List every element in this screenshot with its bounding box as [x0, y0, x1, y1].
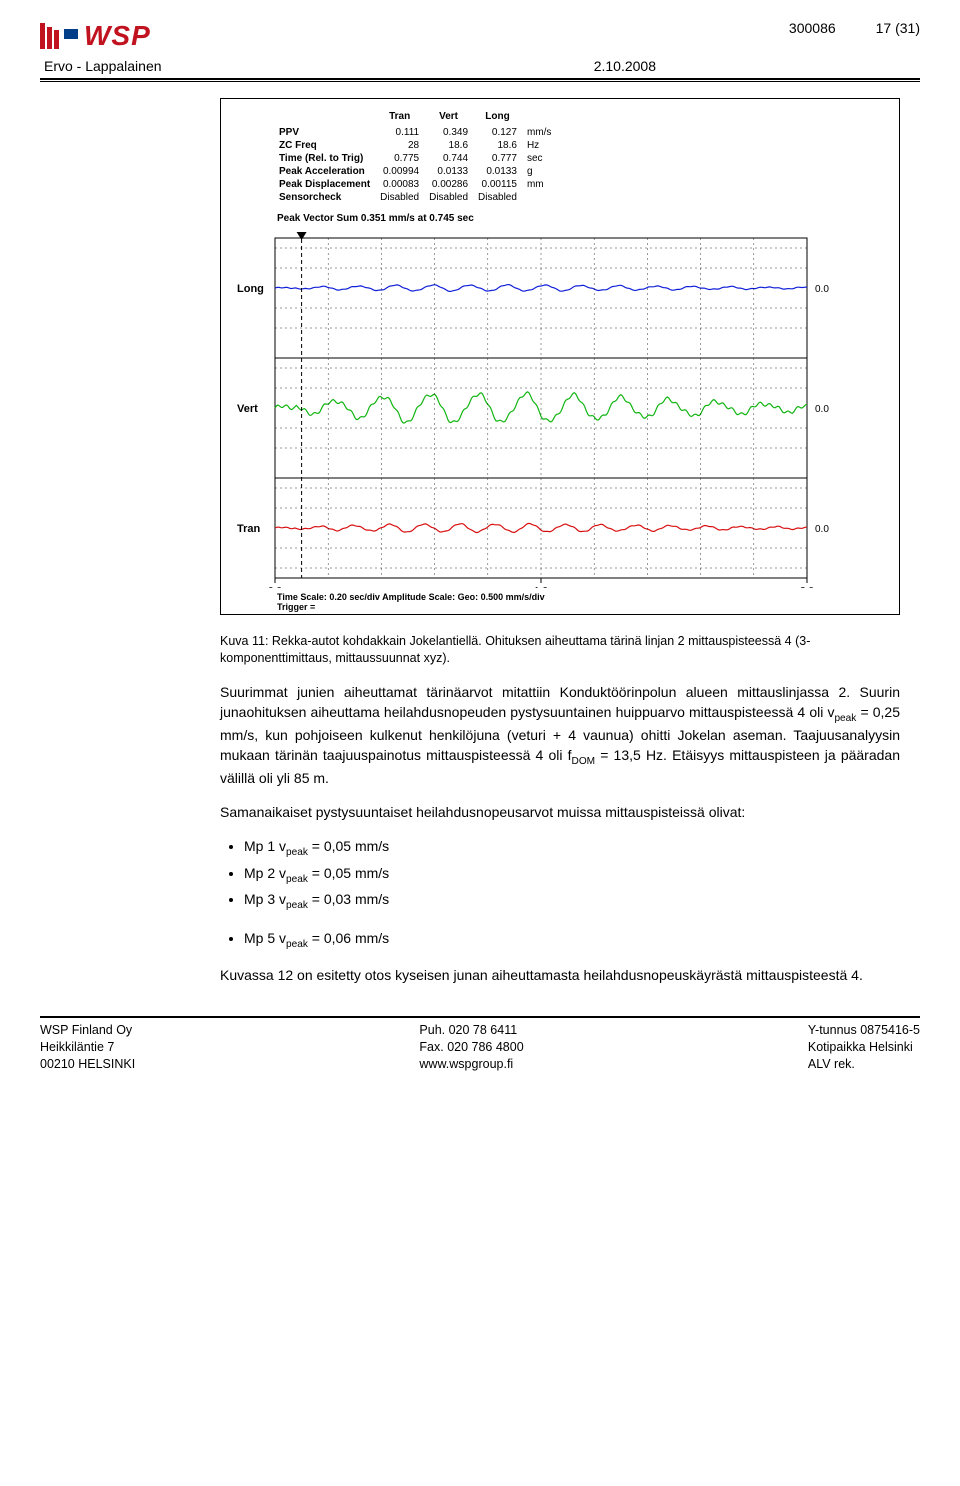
stats-row: Time (Rel. to Trig)0.7750.7440.777sec	[279, 153, 559, 164]
doc-meta: 300086 17 (31)	[789, 20, 920, 36]
col-tran: Tran	[380, 111, 427, 125]
subheader: Ervo - Lappalainen 2.10.2008	[40, 58, 920, 74]
logo-text: WSP	[84, 20, 151, 52]
svg-text:2.0: 2.0	[800, 586, 814, 588]
stats-header-row: Tran Vert Long	[279, 111, 559, 125]
doc-id: 300086	[789, 20, 836, 36]
paragraph-2: Samanaikaiset pystysuuntaiset heilahdusn…	[220, 803, 900, 823]
paragraph-3: Kuvassa 12 on esitetty otos kyseisen jun…	[220, 966, 900, 986]
col-vert: Vert	[429, 111, 476, 125]
scale-info: Time Scale: 0.20 sec/div Amplitude Scale…	[277, 592, 893, 612]
list-item: Mp 3 vpeak = 0,03 mm/s	[244, 889, 900, 913]
col-long: Long	[478, 111, 525, 125]
logo-bars-icon	[40, 23, 78, 49]
header: WSP 300086 17 (31)	[40, 20, 920, 52]
stats-table: Tran Vert Long PPV0.1110.3490.127mm/s ZC …	[277, 109, 561, 205]
page-indicator: 17 (31)	[876, 20, 920, 36]
footer-col-1: WSP Finland OyHeikkiläntie 700210 HELSIN…	[40, 1022, 135, 1073]
svg-text:0.0: 0.0	[815, 404, 829, 415]
stats-row: ZC Freq2818.618.6Hz	[279, 140, 559, 151]
svg-text:Tran: Tran	[237, 523, 261, 535]
chart-container: Tran Vert Long PPV0.1110.3490.127mm/s ZC …	[220, 98, 900, 615]
divider-top-thin	[40, 81, 920, 82]
svg-text:1.0: 1.0	[534, 586, 548, 588]
paragraph-1: Suurimmat junien aiheuttamat tärinäarvot…	[220, 683, 900, 789]
peak-vector-sum: Peak Vector Sum 0.351 mm/s at 0.745 sec	[277, 213, 893, 224]
bullet-list-b: Mp 5 vpeak = 0,06 mm/s	[244, 928, 900, 952]
svg-text:Vert: Vert	[237, 403, 258, 415]
footer-col-3: Y-tunnus 0875416-5Kotipaikka HelsinkiALV…	[808, 1022, 920, 1073]
logo: WSP	[40, 20, 151, 52]
waveform-chart: Long 0.0 Vert 0.0 Tran 0.0 0.0 1.0 2.0	[227, 228, 847, 588]
stats-row: SensorcheckDisabledDisabledDisabled	[279, 192, 559, 203]
footer-col-2: Puh. 020 78 6411Fax. 020 786 4800www.wsp…	[419, 1022, 523, 1073]
figure-caption: Kuva 11: Rekka-autot kohdakkain Jokelant…	[220, 633, 900, 667]
list-item: Mp 1 vpeak = 0,05 mm/s	[244, 836, 900, 860]
author-line: Ervo - Lappalainen	[44, 58, 162, 74]
stats-row: Peak Acceleration0.009940.01330.0133g	[279, 166, 559, 177]
stats-row: Peak Displacement0.000830.002860.00115mm	[279, 179, 559, 190]
divider-top	[40, 78, 920, 80]
list-item: Mp 2 vpeak = 0,05 mm/s	[244, 863, 900, 887]
figure-box: Tran Vert Long PPV0.1110.3490.127mm/s ZC …	[220, 98, 900, 615]
doc-date: 2.10.2008	[594, 58, 656, 74]
svg-text:0.0: 0.0	[815, 284, 829, 295]
svg-text:Long: Long	[237, 283, 264, 295]
svg-text:0.0: 0.0	[268, 586, 282, 588]
list-item: Mp 5 vpeak = 0,06 mm/s	[244, 928, 900, 952]
svg-text:0.0: 0.0	[815, 524, 829, 535]
bullet-list-a: Mp 1 vpeak = 0,05 mm/s Mp 2 vpeak = 0,05 …	[244, 836, 900, 913]
stats-row: PPV0.1110.3490.127mm/s	[279, 127, 559, 138]
footer: WSP Finland OyHeikkiläntie 700210 HELSIN…	[40, 1016, 920, 1073]
